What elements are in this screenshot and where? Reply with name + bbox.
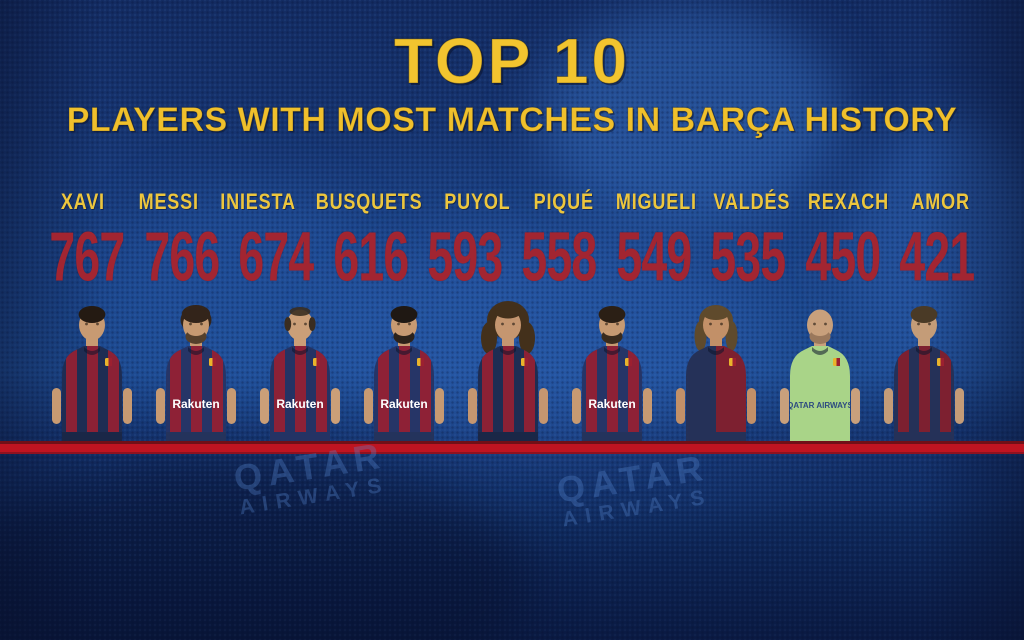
player-name-cell: REXACH	[799, 189, 898, 217]
player-name-cell: PIQUÉ	[521, 189, 607, 217]
svg-text:Rakuten: Rakuten	[172, 397, 219, 411]
match-count: 421	[899, 218, 975, 297]
player-name: PIQUÉ	[533, 189, 594, 214]
match-count-cell: 421	[890, 217, 984, 297]
divider-line	[0, 441, 1024, 454]
match-count-cell: 674	[229, 217, 323, 297]
match-count-cell: 558	[512, 217, 606, 297]
match-count-cell: 616	[323, 217, 417, 297]
player-name: VALDÉS	[713, 189, 791, 214]
match-count: 767	[49, 218, 126, 297]
svg-text:Rakuten: Rakuten	[380, 397, 427, 411]
player-name: MESSI	[138, 189, 200, 214]
svg-text:Rakuten: Rakuten	[276, 397, 323, 411]
page-subtitle: PLAYERS WITH MOST MATCHES IN BARÇA HISTO…	[66, 101, 958, 140]
player-name-cell: VALDÉS	[705, 189, 799, 217]
player-name: REXACH	[807, 189, 890, 214]
player-name-cell: AMOR	[898, 189, 984, 217]
player-name-cell: MESSI	[126, 189, 212, 217]
match-count: 549	[616, 218, 692, 297]
match-count: 558	[521, 218, 598, 297]
player-name-cell: XAVI	[40, 189, 126, 217]
player-photo-busquets: Rakuten	[352, 296, 456, 443]
match-count-cell: 450	[795, 217, 889, 297]
watermark-line: AIRWAYS	[237, 472, 391, 520]
qatar-airways-watermark: QATAR AIRWAYS	[553, 446, 714, 532]
player-name-cell: BUSQUETS	[304, 189, 434, 217]
match-count-cell: 767	[40, 217, 134, 297]
background-shadow	[0, 455, 530, 640]
player-photo-rexach	[872, 296, 976, 443]
player-name-cell: MIGUELI	[607, 189, 706, 217]
page-title: TOP 10	[393, 25, 631, 98]
watermark-line: AIRWAYS	[560, 484, 714, 532]
match-count-cell: 535	[701, 217, 795, 297]
player-name-cell: INIESTA	[212, 189, 304, 217]
player-photo-amor	[976, 296, 984, 443]
match-count: 593	[427, 218, 503, 297]
match-count: 616	[332, 218, 409, 297]
match-counts-row: 767 766 674 616 593 558 549 535 450 421	[40, 217, 984, 297]
svg-text:Rakuten: Rakuten	[588, 397, 635, 411]
match-count-cell: 766	[134, 217, 228, 297]
player-photo-puyol	[456, 296, 560, 443]
player-name: BUSQUETS	[316, 189, 423, 214]
match-count: 766	[144, 218, 220, 297]
player-photo-migueli	[664, 296, 768, 443]
match-count: 674	[238, 218, 314, 297]
match-count-cell: 549	[606, 217, 700, 297]
player-names-row: XAVI MESSI INIESTA BUSQUETS PUYOL PIQUÉ MIGUEL…	[40, 189, 984, 217]
player-photo-xavi	[40, 296, 144, 443]
player-photos-row: Rakuten Rakuten	[40, 296, 984, 443]
watermark-line: QATAR	[553, 446, 712, 511]
svg-text:QATAR AIRWAYS: QATAR AIRWAYS	[787, 401, 853, 410]
player-name: PUYOL	[444, 189, 511, 214]
match-count: 535	[710, 218, 786, 297]
player-name: INIESTA	[220, 189, 297, 214]
player-photo-messi: Rakuten	[144, 296, 248, 443]
match-count-cell: 593	[418, 217, 512, 297]
player-name: XAVI	[61, 189, 106, 214]
player-photo-piqué: Rakuten	[560, 296, 664, 443]
match-count: 450	[804, 218, 881, 297]
player-photo-iniesta: Rakuten	[248, 296, 352, 443]
player-photo-valdés: QATAR AIRWAYS	[768, 296, 872, 443]
player-name: AMOR	[911, 189, 971, 214]
player-name: MIGUELI	[615, 189, 697, 214]
player-name-cell: PUYOL	[435, 189, 521, 217]
